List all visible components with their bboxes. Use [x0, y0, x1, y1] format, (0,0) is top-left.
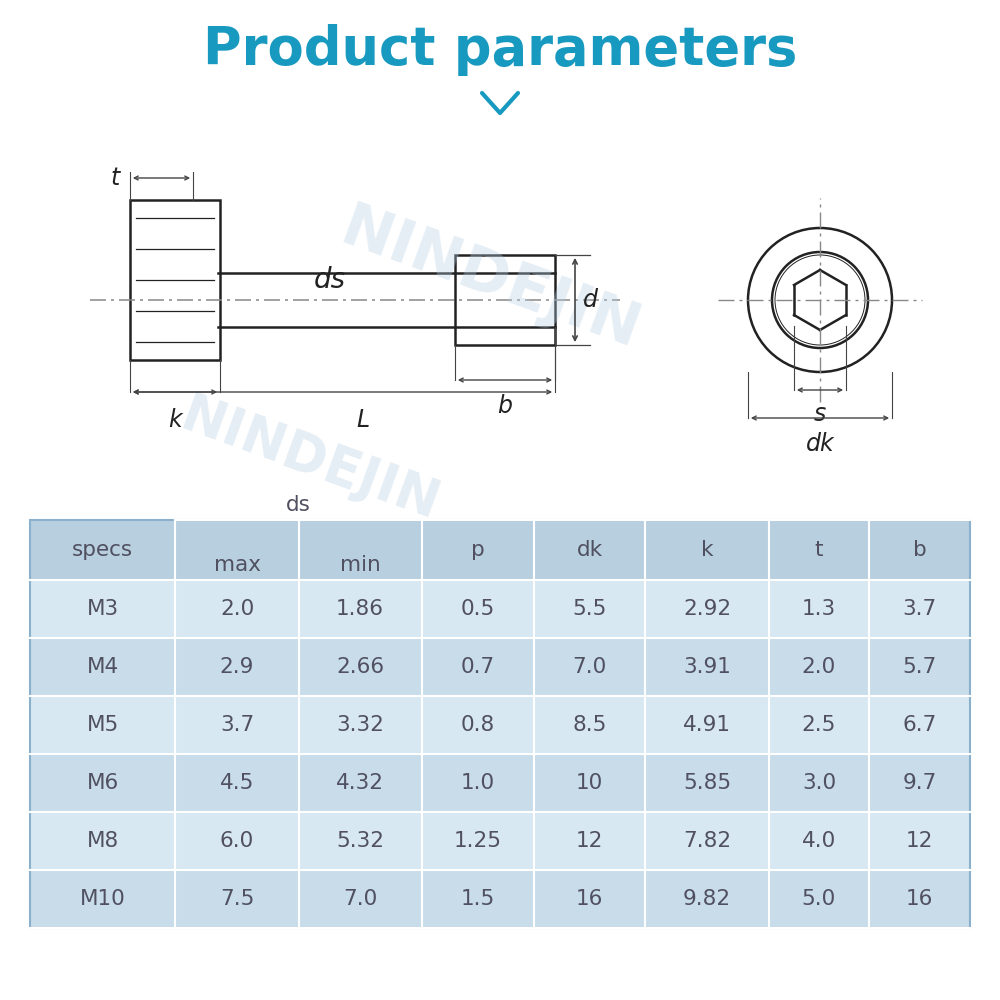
Text: ds: ds: [314, 266, 346, 294]
Text: 4.5: 4.5: [220, 773, 254, 793]
Text: 1.86: 1.86: [336, 599, 384, 619]
Bar: [30, 812, 970, 870]
Text: k: k: [701, 540, 713, 560]
Text: 7.0: 7.0: [572, 657, 607, 677]
Text: 4.32: 4.32: [336, 773, 384, 793]
Text: k: k: [168, 408, 182, 432]
Text: 0.7: 0.7: [460, 657, 495, 677]
Bar: [30, 520, 970, 928]
Text: ds: ds: [286, 495, 311, 515]
Text: t: t: [815, 540, 823, 560]
Text: max: max: [214, 555, 261, 575]
Text: 1.5: 1.5: [460, 889, 495, 909]
Text: M4: M4: [87, 657, 119, 677]
Text: 12: 12: [576, 831, 603, 851]
Text: 2.92: 2.92: [683, 599, 731, 619]
Text: 5.7: 5.7: [902, 657, 937, 677]
Text: 9.7: 9.7: [902, 773, 937, 793]
Text: 16: 16: [576, 889, 603, 909]
Text: d: d: [583, 288, 598, 312]
Text: M5: M5: [87, 715, 119, 735]
Text: 0.5: 0.5: [460, 599, 495, 619]
Text: 8.5: 8.5: [572, 715, 607, 735]
Text: 1.0: 1.0: [461, 773, 495, 793]
Text: min: min: [340, 555, 380, 575]
Text: 3.7: 3.7: [220, 715, 254, 735]
Text: 5.0: 5.0: [802, 889, 836, 909]
Bar: [455, 255, 555, 345]
Text: L: L: [356, 408, 369, 432]
Text: t: t: [111, 166, 120, 190]
Text: M6: M6: [87, 773, 119, 793]
Text: 3.91: 3.91: [683, 657, 731, 677]
Text: 2.66: 2.66: [336, 657, 384, 677]
Text: 16: 16: [906, 889, 933, 909]
Text: 12: 12: [906, 831, 933, 851]
Text: 6.0: 6.0: [220, 831, 254, 851]
Text: 5.5: 5.5: [572, 599, 607, 619]
Text: 1.3: 1.3: [802, 599, 836, 619]
Text: M3: M3: [87, 599, 119, 619]
Text: Product parameters: Product parameters: [203, 24, 797, 76]
Bar: [130, 200, 220, 360]
Text: M10: M10: [80, 889, 126, 909]
Text: 1.25: 1.25: [454, 831, 502, 851]
Text: 2.0: 2.0: [802, 657, 836, 677]
Text: dk: dk: [576, 540, 603, 560]
Text: specs: specs: [72, 540, 133, 560]
Text: b: b: [498, 394, 512, 418]
Text: 3.0: 3.0: [802, 773, 836, 793]
Text: 3.7: 3.7: [903, 599, 937, 619]
Text: b: b: [913, 540, 927, 560]
Text: 7.0: 7.0: [343, 889, 377, 909]
Bar: [30, 580, 970, 638]
Text: 2.5: 2.5: [802, 715, 836, 735]
Text: 5.85: 5.85: [683, 773, 731, 793]
Text: 4.91: 4.91: [683, 715, 731, 735]
Text: 3.32: 3.32: [336, 715, 384, 735]
Text: 2.9: 2.9: [220, 657, 254, 677]
Text: 0.8: 0.8: [460, 715, 495, 735]
Bar: [30, 520, 970, 580]
Text: M8: M8: [87, 831, 119, 851]
Text: 9.82: 9.82: [683, 889, 731, 909]
Text: 4.0: 4.0: [802, 831, 836, 851]
Text: NINDEJIN: NINDEJIN: [332, 199, 648, 361]
Text: 2.0: 2.0: [220, 599, 254, 619]
Text: 7.82: 7.82: [683, 831, 731, 851]
Text: 5.32: 5.32: [336, 831, 384, 851]
Text: s: s: [814, 402, 826, 426]
Text: dk: dk: [806, 432, 834, 456]
Text: 6.7: 6.7: [902, 715, 937, 735]
Text: 7.5: 7.5: [220, 889, 254, 909]
Bar: [30, 870, 970, 928]
Text: NINDEJIN: NINDEJIN: [174, 389, 446, 531]
Bar: [30, 696, 970, 754]
Text: 10: 10: [576, 773, 603, 793]
Bar: [30, 754, 970, 812]
Bar: [30, 638, 970, 696]
Text: p: p: [471, 540, 484, 560]
